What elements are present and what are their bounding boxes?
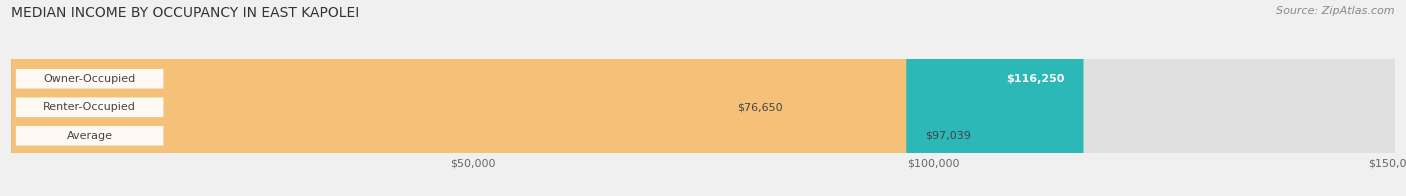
Text: $116,250: $116,250 [1007,74,1064,84]
Text: Owner-Occupied: Owner-Occupied [44,74,136,84]
FancyBboxPatch shape [11,0,1395,196]
FancyBboxPatch shape [11,0,1395,196]
FancyBboxPatch shape [15,97,163,117]
Text: Source: ZipAtlas.com: Source: ZipAtlas.com [1277,6,1395,16]
FancyBboxPatch shape [15,126,163,146]
Text: MEDIAN INCOME BY OCCUPANCY IN EAST KAPOLEI: MEDIAN INCOME BY OCCUPANCY IN EAST KAPOL… [11,6,360,20]
FancyBboxPatch shape [15,69,163,89]
FancyBboxPatch shape [11,0,1084,196]
FancyBboxPatch shape [11,0,907,196]
Text: Renter-Occupied: Renter-Occupied [44,102,136,112]
Text: Average: Average [66,131,112,141]
Text: $97,039: $97,039 [925,131,970,141]
FancyBboxPatch shape [11,0,718,196]
Text: $76,650: $76,650 [737,102,782,112]
FancyBboxPatch shape [11,0,1395,196]
